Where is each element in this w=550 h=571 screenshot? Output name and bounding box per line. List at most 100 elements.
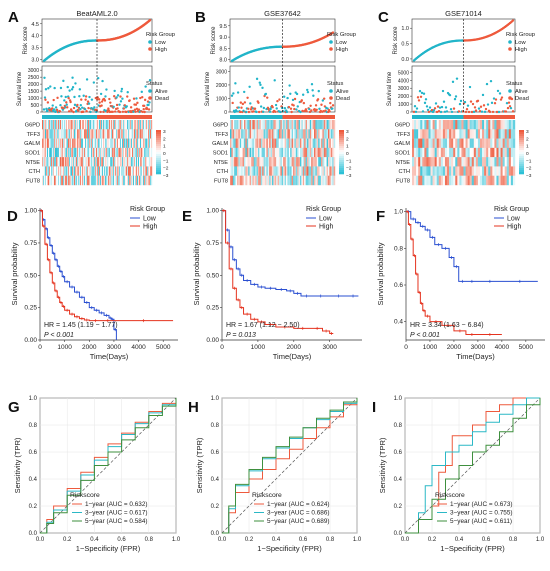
survival-point <box>296 105 299 108</box>
heat-cell <box>329 129 331 139</box>
survival-point <box>74 82 77 85</box>
heat-cell <box>57 175 59 186</box>
heat-cell <box>93 129 95 139</box>
heat-cell <box>141 120 143 130</box>
colorbar-cell <box>519 138 524 141</box>
colorbar-cell <box>519 134 524 137</box>
heat-cell <box>137 147 139 158</box>
heat-cell <box>72 138 74 149</box>
heat-cell <box>471 147 474 158</box>
survival-point <box>66 106 69 109</box>
survival-point <box>234 82 237 85</box>
survival-point <box>321 99 325 102</box>
heat-cell <box>430 175 433 186</box>
heat-cell <box>280 175 282 186</box>
heat-cell <box>106 175 108 186</box>
heat-cell <box>52 120 54 130</box>
heat-cell <box>107 157 109 167</box>
heat-cell <box>428 166 431 176</box>
heat-cell <box>150 129 152 139</box>
colorbar-cell <box>519 166 524 169</box>
heat-cell <box>488 120 491 130</box>
heat-cell <box>333 147 336 158</box>
survival-point <box>141 110 144 114</box>
heat-cell <box>463 166 466 176</box>
survival-point <box>287 105 291 109</box>
heat-cell <box>239 175 242 186</box>
heat-cell <box>311 120 313 130</box>
heat-cell <box>274 157 277 167</box>
heat-cell <box>290 157 292 167</box>
heat-cell <box>318 129 320 139</box>
heat-cell <box>145 175 147 186</box>
colorbar-label: 0 <box>163 151 166 157</box>
heat-cell <box>149 120 151 130</box>
heat-cell <box>280 157 282 167</box>
group-bar-low <box>230 115 283 119</box>
heat-cell <box>54 166 56 176</box>
survival-point <box>473 106 477 109</box>
survival-point <box>479 105 483 108</box>
heat-cell <box>231 166 233 176</box>
heat-cell <box>137 120 139 130</box>
heat-cell <box>110 166 112 176</box>
heat-cell <box>100 166 102 176</box>
heat-cell <box>99 120 101 130</box>
heat-cell <box>291 175 294 186</box>
y-axis-label: Risk score <box>211 26 217 55</box>
heat-cell <box>234 175 236 186</box>
survival-point <box>433 107 437 110</box>
heat-cell <box>142 166 144 176</box>
heat-cell <box>301 175 303 186</box>
colorbar-cell <box>519 160 524 163</box>
heat-cell <box>116 166 118 176</box>
heat-cell <box>328 157 330 167</box>
heat-cell <box>93 175 95 186</box>
heat-cell <box>293 166 295 176</box>
heat-cell <box>322 120 324 130</box>
heat-cell <box>486 120 489 130</box>
heat-cell <box>272 175 274 186</box>
survival-point <box>71 86 75 89</box>
y-tick-label: 0.2 <box>211 504 220 510</box>
heat-cell <box>502 138 505 149</box>
heat-cell <box>270 147 273 158</box>
survival-point <box>46 101 50 104</box>
x-tick-label: 0.0 <box>401 537 410 543</box>
heat-cell <box>263 157 266 167</box>
heat-cell <box>52 166 54 176</box>
heat-cell <box>309 175 312 186</box>
heat-cell <box>72 129 74 139</box>
colorbar-label: −3 <box>163 173 169 179</box>
heat-cell <box>95 120 97 130</box>
heat-cell <box>242 147 245 158</box>
survival-point <box>76 103 79 107</box>
heat-cell <box>97 166 99 176</box>
x-tick-label: 4000 <box>495 344 510 351</box>
heat-cell <box>94 129 96 139</box>
legend-title: Status <box>146 81 163 87</box>
heat-cell <box>467 129 470 139</box>
heat-cell <box>322 138 324 149</box>
heat-cell <box>263 129 266 139</box>
heat-cell <box>45 147 47 158</box>
heat-cell <box>54 138 56 149</box>
heat-cell <box>438 147 442 158</box>
roc-curve <box>405 398 541 534</box>
survival-point <box>507 101 511 104</box>
heat-cell <box>75 120 77 130</box>
gene-label: G6PD <box>395 123 410 129</box>
heat-cell <box>496 129 499 139</box>
heat-cell <box>111 120 113 130</box>
heat-cell <box>238 129 240 139</box>
survival-point <box>310 109 313 112</box>
heat-cell <box>63 175 65 186</box>
heat-cell <box>123 147 125 158</box>
heat-cell <box>297 129 299 139</box>
survival-point <box>65 101 68 104</box>
heat-cell <box>259 175 261 186</box>
heat-cell <box>444 166 448 176</box>
heat-cell <box>333 157 336 167</box>
heat-cell <box>449 129 452 139</box>
heat-cell <box>494 120 497 130</box>
